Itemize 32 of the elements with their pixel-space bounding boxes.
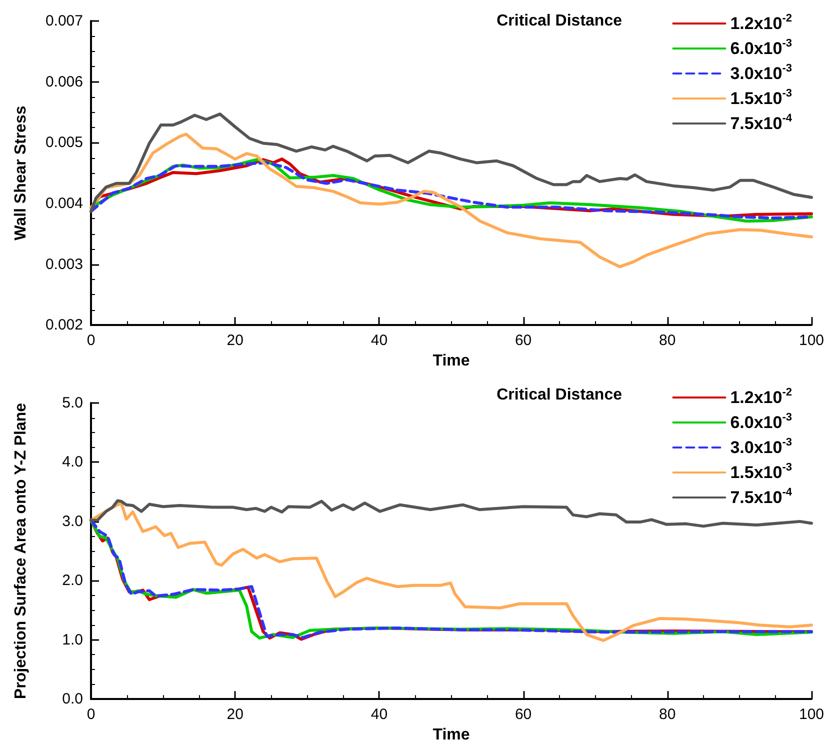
x-tick-label: 100 — [798, 706, 824, 724]
x-tick-label: 40 — [370, 332, 388, 350]
x-tick-label: 80 — [659, 332, 676, 350]
y-tick-label: 3.0 — [62, 512, 83, 530]
x-axis-title: Time — [432, 726, 470, 744]
y-tick-label: 1.0 — [62, 631, 83, 648]
x-tick-label: 20 — [226, 332, 244, 350]
x-tick-label: 0 — [86, 332, 96, 350]
line-series — [90, 132, 813, 268]
line-series — [90, 112, 813, 213]
y-tick-label: 0.003 — [45, 256, 83, 273]
x-axis-title: Time — [432, 352, 470, 370]
x-tick-label: 20 — [226, 706, 244, 724]
y-axis-title: Projection Surface Area onto Y-Z Plane — [12, 402, 30, 700]
y-tick-label: 0.004 — [45, 194, 83, 212]
legend-title: Critical Distance — [496, 386, 622, 404]
x-tick-label: 100 — [798, 332, 824, 350]
y-tick-label: 2.0 — [62, 572, 83, 590]
y-tick-label: 4.0 — [62, 454, 83, 471]
y-tick-label: 0.006 — [45, 73, 83, 90]
y-tick-label: 5.0 — [62, 394, 83, 412]
x-tick-label: 80 — [659, 706, 676, 724]
x-tick-label: 40 — [370, 706, 388, 724]
y-tick-label: 0.0 — [62, 690, 83, 708]
y-tick-label: 0.002 — [45, 316, 83, 334]
y-axis-title: Wall Shear Stress — [12, 106, 30, 240]
y-tick-label: 0.005 — [45, 134, 83, 152]
x-tick-label: 0 — [86, 706, 96, 724]
legend-title: Critical Distance — [496, 12, 622, 30]
y-tick-label: 0.007 — [45, 12, 83, 30]
x-tick-label: 60 — [514, 706, 532, 724]
x-tick-label: 60 — [514, 332, 532, 350]
